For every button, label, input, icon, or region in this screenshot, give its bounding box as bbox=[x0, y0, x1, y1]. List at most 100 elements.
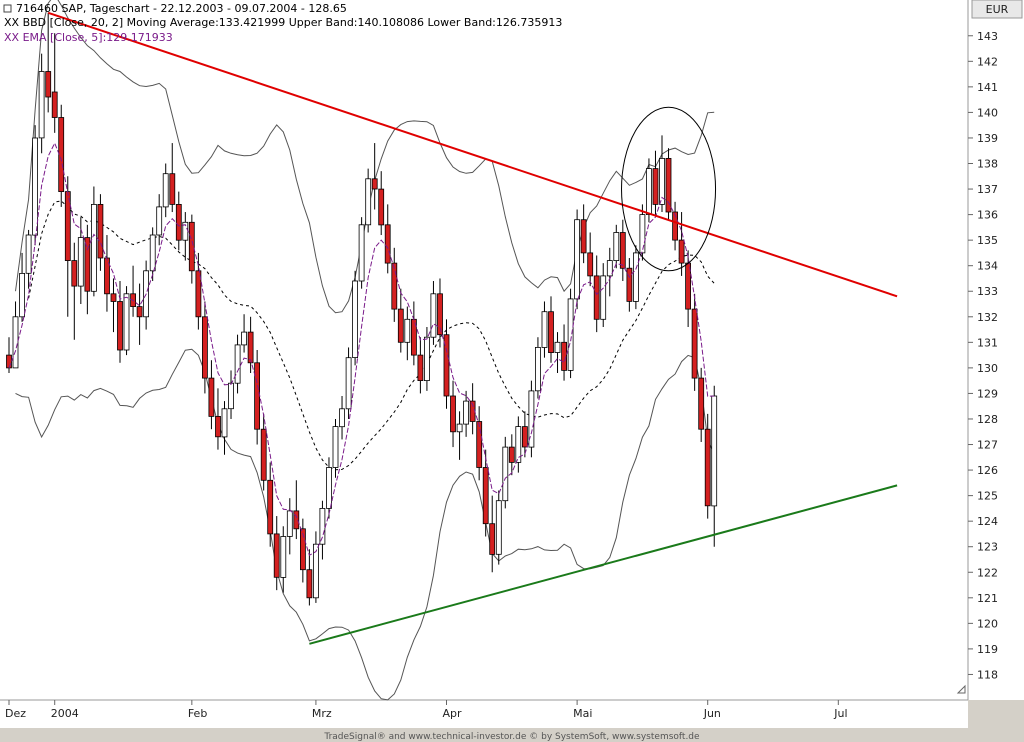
candle-body bbox=[397, 308, 404, 343]
candle bbox=[417, 337, 424, 394]
candle bbox=[169, 143, 176, 213]
candle-body bbox=[169, 173, 176, 205]
candle-body bbox=[208, 377, 215, 417]
y-tick-label: 125 bbox=[977, 490, 998, 503]
moving-average-line bbox=[28, 200, 715, 471]
candle bbox=[319, 500, 326, 560]
candle bbox=[587, 232, 594, 287]
candle-body bbox=[260, 428, 267, 481]
candle-body bbox=[482, 467, 489, 525]
candle-body bbox=[273, 533, 280, 578]
candle bbox=[71, 242, 78, 340]
chart-title: 716460 SAP, Tageschart - 22.12.2003 - 09… bbox=[16, 2, 347, 15]
candle-body bbox=[299, 528, 306, 571]
candle bbox=[326, 457, 332, 519]
y-tick-label: 131 bbox=[977, 336, 998, 349]
candle bbox=[476, 406, 483, 481]
y-tick-label: 122 bbox=[977, 566, 998, 579]
candle bbox=[156, 194, 163, 246]
candle bbox=[548, 296, 554, 363]
candle-body bbox=[639, 214, 646, 254]
candle-body bbox=[515, 426, 522, 463]
candle-body bbox=[326, 467, 332, 509]
candle-body bbox=[149, 234, 156, 272]
candle-body bbox=[306, 569, 313, 599]
candle-body bbox=[619, 232, 626, 269]
candle bbox=[397, 288, 404, 353]
candle bbox=[339, 395, 345, 440]
x-tick-label: Jul bbox=[833, 707, 847, 720]
candle-body bbox=[626, 267, 633, 302]
candle bbox=[489, 495, 496, 573]
plot-area bbox=[0, 0, 968, 700]
candle bbox=[574, 209, 580, 310]
candle-body bbox=[91, 203, 97, 292]
candle bbox=[149, 227, 156, 282]
candle-body bbox=[117, 301, 123, 351]
candle bbox=[51, 33, 58, 133]
candle bbox=[691, 293, 698, 391]
candle-body bbox=[463, 400, 470, 425]
candle-body bbox=[51, 91, 58, 118]
candle-body bbox=[215, 415, 221, 438]
candles bbox=[6, 12, 718, 606]
annotation-circle bbox=[621, 106, 717, 272]
candle bbox=[430, 281, 437, 345]
candle bbox=[188, 214, 195, 284]
candle-body bbox=[541, 311, 548, 348]
candle bbox=[234, 334, 241, 394]
candle-body bbox=[339, 408, 345, 428]
candle bbox=[58, 104, 65, 207]
candle bbox=[365, 168, 372, 233]
candle-body bbox=[391, 262, 398, 310]
footer-bar bbox=[0, 728, 1024, 742]
trendlines bbox=[47, 11, 898, 645]
candle bbox=[221, 401, 228, 455]
candle bbox=[175, 191, 182, 251]
candle bbox=[241, 314, 248, 353]
y-axis-ticks: 118 119 120 121 122 123 124 125 126 127 128 129 130 1… bbox=[968, 30, 998, 681]
candle bbox=[332, 418, 339, 478]
y-tick-label: 133 bbox=[977, 285, 998, 298]
candle-body bbox=[293, 510, 300, 530]
candle bbox=[528, 380, 535, 458]
candle-body bbox=[443, 334, 450, 397]
candle bbox=[633, 245, 639, 310]
candle-body bbox=[378, 188, 385, 226]
support-trendline bbox=[309, 484, 898, 645]
candle-body bbox=[254, 362, 261, 430]
x-tick-label: Jun bbox=[703, 707, 721, 720]
candle-body bbox=[646, 168, 652, 216]
candle bbox=[698, 367, 705, 442]
candle bbox=[312, 531, 319, 603]
candle bbox=[522, 411, 528, 458]
candle-body bbox=[221, 408, 228, 438]
candle bbox=[358, 217, 365, 289]
candle bbox=[280, 526, 287, 593]
candle bbox=[463, 390, 470, 437]
candle-body bbox=[659, 157, 665, 205]
candle bbox=[267, 462, 274, 547]
resize-grip-icon[interactable] bbox=[956, 684, 966, 694]
candle bbox=[652, 150, 659, 215]
candle bbox=[619, 219, 626, 282]
x-tick-label: Mrz bbox=[312, 707, 332, 720]
bollinger-legend: XX BBD [Close, 20, 2] Moving Average:133… bbox=[4, 16, 562, 29]
candle bbox=[123, 286, 130, 356]
candle-body bbox=[195, 270, 202, 318]
candle-body bbox=[104, 257, 110, 295]
candle bbox=[678, 212, 685, 276]
candle-body bbox=[365, 178, 372, 226]
currency-label: EUR bbox=[986, 3, 1009, 16]
candle bbox=[378, 171, 385, 236]
candle bbox=[110, 278, 117, 333]
y-tick-label: 137 bbox=[977, 183, 998, 196]
candle-body bbox=[71, 260, 78, 287]
candle bbox=[613, 224, 620, 269]
y-tick-label: 126 bbox=[977, 464, 998, 477]
candle bbox=[391, 247, 398, 322]
candle-body bbox=[522, 426, 528, 448]
candle-body bbox=[711, 395, 718, 507]
candle-body bbox=[430, 293, 437, 338]
y-tick-label: 130 bbox=[977, 362, 998, 375]
